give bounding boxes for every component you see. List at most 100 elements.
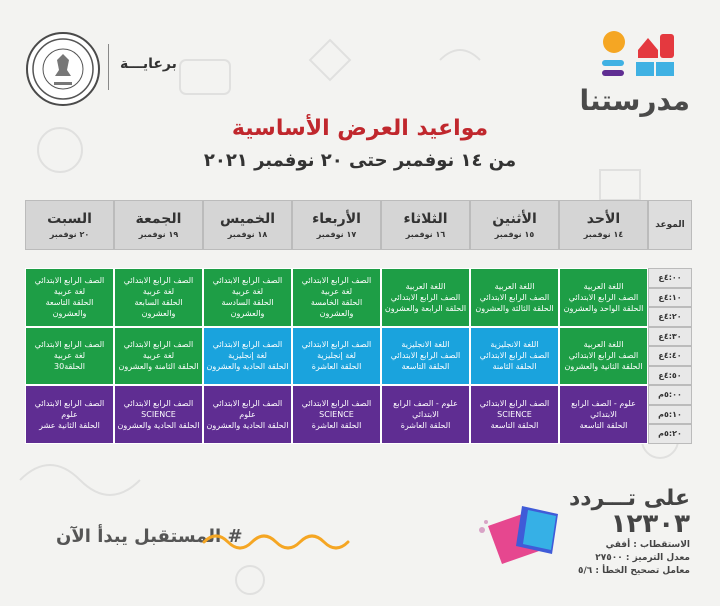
time-slot: ٤:٠٠ع — [648, 268, 692, 288]
day-header: الأربعاء ١٧ نوفمبر — [292, 200, 381, 250]
lesson-line: الحلقة التاسعة — [401, 362, 450, 372]
frequency-title: على تـــردد — [568, 486, 690, 511]
lesson-line: الصف الرابع الابتدائي — [123, 340, 194, 350]
lesson-line: اللغة الانجليزية — [401, 340, 450, 350]
squiggle-decoration-icon — [202, 534, 350, 550]
lesson-line: والعشرون — [319, 309, 354, 319]
lesson-line: SCIENCE — [141, 409, 176, 419]
frequency-number: ١٢٣٠٣ — [610, 509, 690, 539]
time-column: ٤:٠٠ع ٤:١٠ع ٤:٢٠ع ٤:٣٠ع ٤:٤٠ع ٤:٥٠ع ٥:٠٠م ٥:١٠م… — [648, 268, 692, 444]
slot-header: الموعد — [648, 200, 692, 250]
lesson-line: علوم — [239, 409, 256, 419]
lesson-line: الحلقة الحادية والعشرون — [206, 362, 289, 372]
frequency-info: على تـــردد ١٢٣٠٣ الاستقطاب : أفقي معدل … — [569, 486, 690, 578]
lesson-line: لغة عربية — [231, 287, 264, 297]
lesson-cell: الصف الرابع الابتدائي لغة عربية الحلقة الس… — [114, 268, 203, 327]
lesson-line: الصف الرابع الابتدائي — [301, 276, 372, 286]
time-slot: ٤:٢٠ع — [648, 307, 692, 327]
lesson-line: لغة عربية — [142, 287, 175, 297]
day-name: الأربعاء — [312, 211, 361, 227]
sponsor-divider — [108, 44, 109, 90]
lesson-cell: الصف الرابع الابتدائي SCIENCE الحلقة التاس… — [470, 385, 559, 444]
day-column: اللغة العربية الصف الرابع الابتدائي الحلقة… — [381, 268, 470, 444]
day-name: الأثنين — [492, 211, 537, 227]
day-date: ١٤ نوفمبر — [583, 230, 624, 239]
time-slot: ٤:١٠ع — [648, 287, 692, 307]
lesson-line: الصف الرابع الابتدائي — [568, 292, 639, 302]
fec-rate: معامل تصحيح الخطأ : ٥/٦ — [577, 566, 690, 576]
day-date: ٢٠ نوفمبر — [49, 230, 90, 239]
page-subtitle: من ١٤ نوفمبر حتى ٢٠ نوفمبر ٢٠٢١ — [203, 150, 517, 171]
time-slot: ٤:٥٠ع — [648, 365, 692, 385]
lesson-line: الابتدائي — [412, 409, 439, 419]
lesson-cell: الصف الرابع الابتدائي علوم الحلقة الحادية … — [203, 385, 292, 444]
lesson-line: الحلقة الحادية والعشرون — [117, 420, 200, 430]
lesson-line: الحلقة الثانية عشر — [39, 420, 100, 430]
lesson-line: الصف الرابع الابتدائي — [34, 276, 105, 286]
day-name: الجمعة — [135, 211, 182, 227]
lesson-line: الحلقة الثالثة والعشرون — [475, 303, 554, 313]
lesson-cell: الصف الرابع الابتدائي لغة عربية الحلقة30 — [25, 326, 114, 386]
lesson-line: الحلقة الواحد والعشرون — [563, 303, 644, 313]
lesson-line: الصف الرابع الابتدائي — [34, 398, 105, 408]
lesson-line: اللغة العربية — [583, 281, 624, 291]
lesson-cell: الصف الرابع الابتدائي لغة إنجليزية الحلقة … — [203, 326, 292, 386]
lesson-line: الصف الرابع الابتدائي — [212, 276, 283, 286]
brand-name: مدرستنا — [579, 84, 690, 117]
lesson-line: اللغة العربية — [583, 340, 624, 350]
lesson-line: الحلقة التاسعة — [490, 420, 539, 430]
lesson-line: الحلقة الثانية والعشرون — [564, 362, 643, 372]
schedule-grid: ٤:٠٠ع ٤:١٠ع ٤:٢٠ع ٤:٣٠ع ٤:٤٠ع ٤:٥٠ع ٥:٠٠م ٥:١٠م… — [24, 268, 692, 444]
books-illustration-icon — [479, 506, 558, 564]
day-date: ١٥ نوفمبر — [494, 230, 535, 239]
lesson-line: لغة عربية — [53, 287, 86, 297]
ministry-seal-icon — [26, 32, 100, 106]
time-slot: ٥:١٠م — [648, 404, 692, 424]
lesson-cell: الصف الرابع الابتدائي لغة عربية الحلقة الس… — [203, 268, 292, 327]
lesson-line: الحلقة العاشرة — [311, 420, 362, 430]
lesson-line: والعشرون — [230, 309, 265, 319]
madrasatna-logo-icon — [602, 31, 674, 76]
day-column: الصف الرابع الابتدائي لغة عربية الحلقة الخ… — [292, 268, 381, 444]
day-column: اللغة العربية الصف الرابع الابتدائي الحلقة… — [559, 268, 648, 444]
lesson-line: لغة إنجليزية — [228, 351, 267, 361]
sponsor-label: برعايـــة — [120, 56, 177, 72]
lesson-line: علوم - الصف الرابع — [571, 398, 636, 408]
day-header: السبت ٢٠ نوفمبر — [25, 200, 114, 250]
lesson-line: الابتدائي — [590, 409, 617, 419]
lesson-cell: الصف الرابع الابتدائي لغة عربية الحلقة الث… — [114, 326, 203, 386]
day-header: الأحد ١٤ نوفمبر — [559, 200, 648, 250]
lesson-cell: علوم - الصف الرابع الابتدائي الحلقة العاشر… — [381, 385, 470, 444]
day-name: الخميس — [219, 211, 276, 227]
day-date: ١٦ نوفمبر — [405, 230, 446, 239]
lesson-cell: علوم - الصف الرابع الابتدائي الحلقة التاسع… — [559, 385, 648, 444]
lesson-cell: اللغة العربية الصف الرابع الابتدائي الحلقة… — [559, 268, 648, 327]
symbol-rate: معدل الترميز : ٢٧٥٠٠ — [595, 553, 690, 563]
day-column: اللغة العربية الصف الرابع الابتدائي الحلقة… — [470, 268, 559, 444]
lesson-line: الحلقة الرابعة والعشرون — [384, 303, 467, 313]
lesson-line: الصف الرابع الابتدائي — [390, 292, 461, 302]
slogan: # المستقبل يبدأ الآن — [56, 526, 243, 547]
lesson-line: اللغة العربية — [405, 281, 446, 291]
day-header: الجمعة ١٩ نوفمبر — [114, 200, 203, 250]
lesson-line: الصف الرابع الابتدائي — [34, 340, 105, 350]
lesson-cell: اللغة العربية الصف الرابع الابتدائي الحلقة… — [381, 268, 470, 327]
lesson-line: الحلقة التاسعة والعشرون — [45, 298, 94, 319]
lesson-line: لغة عربية — [53, 351, 86, 361]
day-name: الثلاثاء — [403, 211, 448, 227]
lesson-line: الصف الرابع الابتدائي — [123, 276, 194, 286]
lesson-cell: اللغة العربية الصف الرابع الابتدائي الحلقة… — [470, 268, 559, 327]
day-date: ١٧ نوفمبر — [316, 230, 357, 239]
day-column: الصف الرابع الابتدائي لغة عربية الحلقة الت… — [25, 268, 114, 444]
day-name: السبت — [47, 211, 92, 227]
lesson-line: الصف الرابع الابتدائي — [212, 340, 283, 350]
lesson-line: علوم - الصف الرابع — [393, 398, 458, 408]
lesson-line: اللغة العربية — [494, 281, 535, 291]
time-slot: ٥:٠٠م — [648, 385, 692, 405]
lesson-cell: الصف الرابع الابتدائي لغة عربية الحلقة الخ… — [292, 268, 381, 327]
lesson-line: الحلقة الخامسة — [310, 298, 363, 308]
lesson-line: اللغة الانجليزية — [490, 340, 539, 350]
lesson-line: الصف الرابع الابتدائي — [479, 292, 550, 302]
lesson-cell: اللغة الانجليزية الصف الرابع الابتدائي الح… — [470, 326, 559, 386]
lesson-line: الصف الرابع الابتدائي — [301, 340, 372, 350]
